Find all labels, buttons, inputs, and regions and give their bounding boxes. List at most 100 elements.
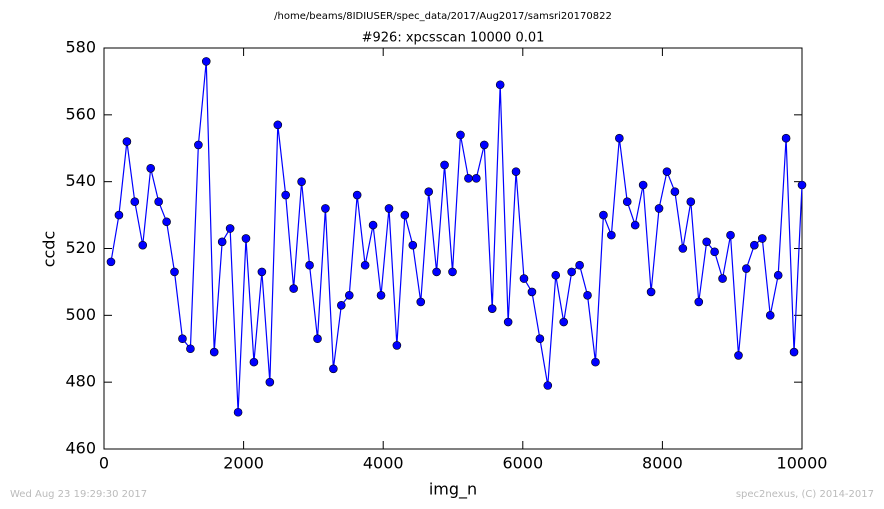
data-point <box>281 190 290 200</box>
data-point <box>487 304 497 313</box>
data-point <box>233 407 243 417</box>
data-point <box>376 290 386 300</box>
data-point <box>472 174 481 183</box>
data-point <box>726 230 735 240</box>
data-point <box>575 260 584 270</box>
data-point <box>559 317 569 327</box>
data-point <box>360 260 370 270</box>
data-point <box>344 290 354 300</box>
data-point <box>464 174 473 183</box>
data-point <box>567 267 576 277</box>
data-point <box>495 80 505 90</box>
x-tick-label: 2000 <box>223 454 264 473</box>
data-point <box>249 357 259 367</box>
data-point <box>440 160 449 170</box>
data-point <box>694 297 704 307</box>
plot-frame <box>103 47 803 450</box>
data-point <box>122 137 132 146</box>
x-axis-label: img_n <box>429 480 477 500</box>
data-point <box>662 167 672 176</box>
data-point <box>162 217 171 227</box>
data-point <box>543 381 553 390</box>
data-point <box>368 220 378 230</box>
data-point <box>797 180 807 190</box>
data-point <box>686 197 696 207</box>
data-point <box>257 267 267 277</box>
data-point <box>527 287 537 297</box>
data-point <box>273 120 283 130</box>
data-point <box>615 133 624 143</box>
data-point <box>106 257 116 267</box>
data-point <box>337 301 346 310</box>
data-point <box>186 344 195 354</box>
data-point <box>599 210 608 220</box>
data-point <box>718 274 727 283</box>
series-line <box>110 61 803 413</box>
y-tick-label: 560 <box>65 104 96 123</box>
data-point <box>750 240 759 250</box>
data-point <box>654 204 664 213</box>
data-point <box>773 270 783 280</box>
data-point <box>146 164 155 173</box>
data-point <box>384 204 394 213</box>
data-point <box>114 210 124 220</box>
data-point <box>503 317 513 327</box>
data-point <box>201 57 211 66</box>
data-point <box>329 364 338 374</box>
data-point <box>321 204 330 213</box>
data-point <box>591 357 600 367</box>
data-point <box>535 334 545 344</box>
data-point <box>702 237 711 247</box>
data-point <box>424 187 434 196</box>
x-tick-label: 8000 <box>642 454 683 473</box>
data-point <box>479 140 489 150</box>
timestamp: Wed Aug 23 19:29:30 2017 <box>10 489 147 500</box>
data-point <box>241 234 251 243</box>
data-point <box>408 240 418 250</box>
data-point <box>710 247 719 257</box>
chart-title: #926: xpcsscan 10000 0.01 <box>362 31 545 46</box>
chart-suptitle: /home/beams/8IDIUSER/spec_data/2017/Aug2… <box>274 11 612 22</box>
data-point <box>178 334 187 344</box>
data-point <box>432 267 441 277</box>
data-point <box>638 180 648 190</box>
y-tick-label: 520 <box>65 238 96 257</box>
data-point <box>734 351 743 360</box>
data-point <box>209 347 219 357</box>
y-tick-label: 480 <box>65 372 96 391</box>
data-point <box>757 234 767 243</box>
data-point <box>130 197 140 207</box>
y-tick-label: 460 <box>65 439 96 458</box>
data-point <box>630 220 640 230</box>
x-tick-label: 0 <box>99 454 109 473</box>
data-point <box>305 260 314 270</box>
data-point <box>313 334 322 344</box>
y-tick-label: 580 <box>65 38 96 57</box>
data-point <box>217 237 227 247</box>
data-point <box>646 287 656 297</box>
data-point <box>170 267 179 277</box>
data-point <box>154 197 163 207</box>
data-point <box>765 311 775 320</box>
data-point <box>297 177 306 186</box>
data-point <box>225 224 235 233</box>
data-point <box>607 230 616 240</box>
x-tick-label: 10000 <box>777 454 828 473</box>
data-point <box>781 133 791 143</box>
data-point <box>742 264 751 273</box>
data-point <box>678 244 688 253</box>
data-point <box>194 140 203 150</box>
data-point <box>511 167 521 176</box>
x-tick-label: 6000 <box>502 454 543 473</box>
data-point <box>551 270 561 280</box>
data-point <box>519 274 529 283</box>
data-point <box>138 240 148 250</box>
data-point <box>265 377 275 387</box>
data-point <box>622 197 632 207</box>
x-tick-label: 4000 <box>363 454 404 473</box>
data-point <box>400 210 410 220</box>
data-point <box>448 267 457 277</box>
data-point <box>352 190 362 200</box>
data-point <box>289 284 298 293</box>
